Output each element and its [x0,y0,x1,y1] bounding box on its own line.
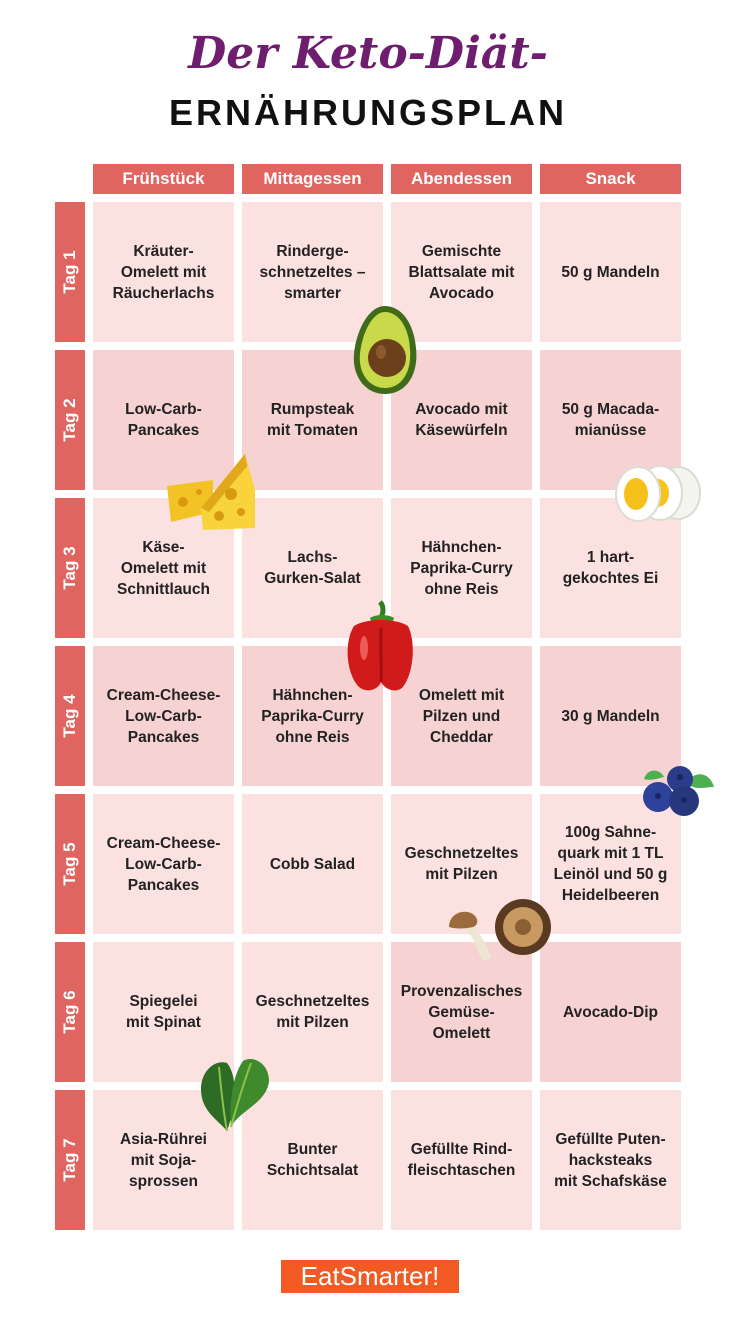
row-header-tag-2: Tag 2 [55,350,85,490]
title-script: Der Keto-Diät- [188,28,548,79]
meal-cell-tag2-mittagessen: Rumpsteak mit Tomaten [242,350,383,490]
row-header-tag-7: Tag 7 [55,1090,85,1230]
meal-cell-tag4-abendessen: Omelett mit Pilzen und Cheddar [391,646,532,786]
blueberry-icon [643,766,714,816]
meal-cell-tag3-snack: 1 hart- gekochtes Ei [540,498,681,638]
day-label: Tag 5 [60,842,79,886]
cheese-icon [167,454,255,530]
meal-cell-tag6-fruehstueck: Spiegelei mit Spinat [93,942,234,1082]
column-header-mittagessen: Mittagessen [242,164,383,194]
meal-cell-tag5-mittagessen: Cobb Salad [242,794,383,934]
column-header-fruehstueck: Frühstück [93,164,234,194]
meal-cell-tag1-snack: 50 g Mandeln [540,202,681,342]
column-header-snack: Snack [540,164,681,194]
day-label: Tag 3 [60,546,79,590]
meal-cell-tag3-abendessen: Hähnchen- Paprika-Curry ohne Reis [391,498,532,638]
row-header-tag-3: Tag 3 [55,498,85,638]
day-label: Tag 1 [60,250,79,294]
meal-cell-tag1-fruehstueck: Kräuter- Omelett mit Räucherlachs [93,202,234,342]
page-title: ERNÄHRUNGSPLAN [168,92,567,133]
meal-cell-tag5-fruehstueck: Cream-Cheese- Low-Carb- Pancakes [93,794,234,934]
spinach-icon [201,1059,269,1132]
column-header-abendessen: Abendessen [391,164,532,194]
meal-cell-tag7-snack: Gefüllte Puten- hacksteaks mit Schafskäs… [540,1090,681,1230]
row-header-tag-1: Tag 1 [55,202,85,342]
meal-cell-tag5-snack: 100g Sahne- quark mit 1 TL Leinöl und 50… [540,794,681,934]
egg-icon [615,465,701,522]
meal-cell-tag2-fruehstueck: Low-Carb- Pancakes [93,350,234,490]
row-header-tag-4: Tag 4 [55,646,85,786]
meal-cell-tag4-mittagessen: Hähnchen- Paprika-Curry ohne Reis [242,646,383,786]
eatsmarter-logo: EatSmarter! [281,1260,459,1293]
day-label: Tag 2 [60,398,79,442]
pepper-icon [347,600,413,691]
day-label: Tag 7 [60,1138,79,1182]
meal-cell-tag4-fruehstueck: Cream-Cheese- Low-Carb- Pancakes [93,646,234,786]
meal-cell-tag1-mittagessen: Rinderge- schnetzeltes – smarter [242,202,383,342]
day-label: Tag 6 [60,990,79,1034]
day-label: Tag 4 [60,694,79,738]
meal-cell-tag6-snack: Avocado-Dip [540,942,681,1082]
meal-cell-tag2-abendessen: Avocado mit Käsewürfeln [391,350,532,490]
meal-cell-tag4-snack: 30 g Mandeln [540,646,681,786]
meal-cell-tag6-abendessen: Provenzalisches Gemüse- Omelett [391,942,532,1082]
row-header-tag-6: Tag 6 [55,942,85,1082]
meal-cell-tag7-mittagessen: Bunter Schichtsalat [242,1090,383,1230]
row-header-tag-5: Tag 5 [55,794,85,934]
meal-cell-tag3-mittagessen: Lachs- Gurken-Salat [242,498,383,638]
avocado-icon [353,306,417,394]
meal-cell-tag6-mittagessen: Geschnetzeltes mit Pilzen [242,942,383,1082]
meal-cell-tag7-abendessen: Gefüllte Rind- fleischtaschen [391,1090,532,1230]
mushroom-icon [449,899,551,961]
meal-cell-tag1-abendessen: Gemischte Blattsalate mit Avocado [391,202,532,342]
